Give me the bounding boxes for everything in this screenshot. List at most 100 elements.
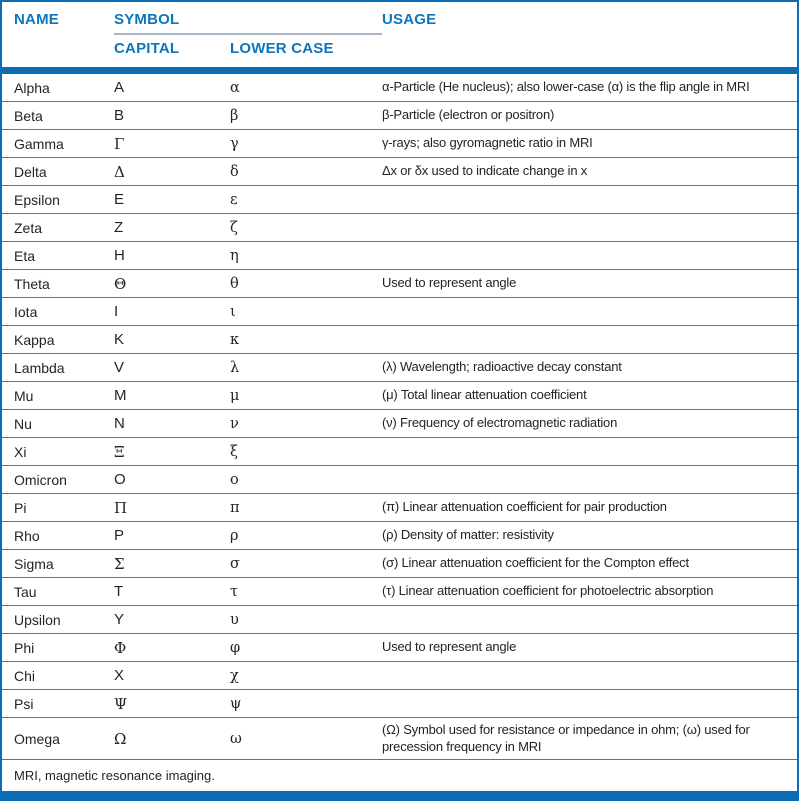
lower-case-symbol: ψ [230, 695, 242, 712]
capital-symbol: Ψ [114, 694, 128, 713]
bottom-border-bar [2, 791, 797, 799]
usage-text: (ν) Frequency of electromagnetic radiati… [382, 415, 618, 431]
greek-letter-name: Psi [14, 695, 34, 712]
column-header-name: NAME [14, 11, 59, 28]
greek-letter-name: Epsilon [14, 191, 60, 208]
usage-text: Used to represent angle [382, 275, 517, 291]
greek-letter-name: Delta [14, 163, 47, 180]
usage-text: γ-rays; also gyromagnetic ratio in MRI [382, 135, 593, 151]
greek-letter-name: Tau [14, 583, 37, 600]
greek-letter-name: Beta [14, 107, 43, 124]
greek-letter-name: Theta [14, 275, 50, 292]
capital-symbol: Φ [114, 638, 127, 657]
table-row: Mu M μ (μ) Total linear attenuation coef… [2, 382, 797, 410]
header-divider-bar [2, 67, 797, 74]
table-row: Omega Ω ω (Ω) Symbol used for resistance… [2, 718, 797, 760]
capital-symbol: B [114, 107, 125, 124]
lower-case-symbol: δ [230, 163, 239, 180]
footnote-text: MRI, magnetic resonance imaging. [14, 768, 215, 783]
capital-symbol: Δ [114, 162, 125, 181]
greek-letter-name: Sigma [14, 555, 54, 572]
greek-letter-name: Upsilon [14, 611, 61, 628]
capital-symbol: T [114, 583, 124, 600]
greek-letter-name: Rho [14, 527, 40, 544]
table-header: NAME SYMBOL USAGE CAPITAL LOWER CASE [2, 2, 797, 67]
lower-case-symbol: η [230, 247, 239, 264]
lower-case-symbol: ο [230, 471, 239, 488]
table-row: Zeta Z ζ [2, 214, 797, 242]
capital-symbol: Π [114, 498, 128, 517]
capital-symbol: Ω [114, 729, 127, 748]
lower-case-symbol: ε [230, 191, 238, 208]
capital-symbol: K [114, 331, 125, 348]
usage-text: (ρ) Density of matter: resistivity [382, 527, 554, 543]
lower-case-symbol: ι [230, 303, 236, 320]
greek-letter-name: Alpha [14, 79, 50, 96]
table-row: Psi Ψ ψ [2, 690, 797, 718]
greek-letter-name: Mu [14, 387, 34, 404]
greek-letter-name: Nu [14, 415, 32, 432]
greek-letter-name: Chi [14, 667, 36, 684]
table-body: Alpha A α α-Particle (He nucleus); also … [2, 74, 797, 760]
greek-letter-name: Xi [14, 443, 27, 460]
lower-case-symbol: ρ [230, 527, 239, 544]
table-row: Beta B β β-Particle (electron or positro… [2, 102, 797, 130]
capital-symbol: O [114, 471, 126, 488]
lower-case-symbol: κ [230, 331, 240, 348]
table-row: Eta H η [2, 242, 797, 270]
lower-case-symbol: λ [230, 359, 240, 376]
capital-symbol: Σ [114, 554, 125, 573]
capital-symbol: Ξ [114, 442, 125, 461]
table-row: Lambda V λ (λ) Wavelength; radioactive d… [2, 354, 797, 382]
greek-letter-name: Omega [14, 730, 60, 747]
usage-text: α-Particle (He nucleus); also lower-case… [382, 79, 750, 95]
lower-case-symbol: θ [230, 275, 239, 292]
lower-case-symbol: φ [230, 639, 241, 656]
capital-symbol: N [114, 415, 125, 432]
table-row: Epsilon E ε [2, 186, 797, 214]
capital-symbol: M [114, 387, 127, 404]
usage-text: Δx or δx used to indicate change in x [382, 163, 588, 179]
greek-letter-name: Omicron [14, 471, 67, 488]
lower-case-symbol: α [230, 79, 240, 96]
usage-text: (λ) Wavelength; radioactive decay consta… [382, 359, 622, 375]
usage-text: β-Particle (electron or positron) [382, 107, 555, 123]
capital-symbol: H [114, 247, 125, 264]
lower-case-symbol: ω [230, 730, 242, 747]
column-header-lower-case: LOWER CASE [230, 40, 334, 57]
table-row: Sigma Σ σ (σ) Linear attenuation coeffic… [2, 550, 797, 578]
greek-letter-name: Pi [14, 499, 27, 516]
column-header-capital: CAPITAL [114, 40, 180, 57]
lower-case-symbol: ν [230, 415, 239, 432]
table-row: Nu N ν (ν) Frequency of electromagnetic … [2, 410, 797, 438]
lower-case-symbol: γ [230, 135, 239, 152]
column-header-usage: USAGE [382, 11, 437, 28]
usage-text: (Ω) Symbol used for resistance or impeda… [382, 721, 750, 754]
capital-symbol: V [114, 359, 125, 376]
table-row: Iota I ι [2, 298, 797, 326]
table-row: Pi Π π (π) Linear attenuation coefficien… [2, 494, 797, 522]
capital-symbol: Z [114, 219, 124, 236]
table-row: Phi Φ φ Used to represent angle [2, 634, 797, 662]
greek-letter-name: Gamma [14, 135, 64, 152]
lower-case-symbol: π [230, 499, 240, 516]
table-footnote: MRI, magnetic resonance imaging. [2, 760, 797, 791]
lower-case-symbol: τ [230, 583, 239, 600]
capital-symbol: X [114, 667, 125, 684]
capital-symbol: P [114, 527, 125, 544]
column-header-symbol: SYMBOL [114, 11, 180, 28]
lower-case-symbol: ζ [230, 219, 238, 236]
capital-symbol: Γ [114, 134, 125, 153]
usage-text: (τ) Linear attenuation coefficient for p… [382, 583, 714, 599]
table-row: Kappa K κ [2, 326, 797, 354]
usage-text: (π) Linear attenuation coefficient for p… [382, 499, 667, 515]
lower-case-symbol: χ [230, 667, 239, 684]
greek-letter-name: Lambda [14, 359, 65, 376]
table-row: Alpha A α α-Particle (He nucleus); also … [2, 74, 797, 102]
lower-case-symbol: β [230, 107, 239, 124]
table-row: Gamma Γ γ γ-rays; also gyromagnetic rati… [2, 130, 797, 158]
lower-case-symbol: υ [230, 611, 239, 628]
table-row: Tau T τ (τ) Linear attenuation coefficie… [2, 578, 797, 606]
table-row: Delta Δ δ Δx or δx used to indicate chan… [2, 158, 797, 186]
